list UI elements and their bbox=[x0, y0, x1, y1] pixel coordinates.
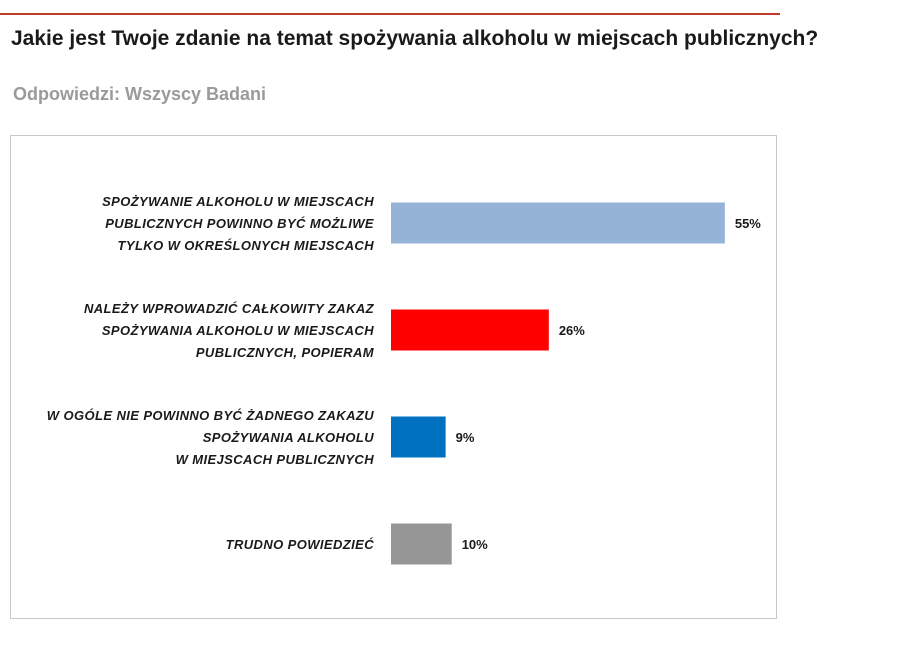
top-divider bbox=[0, 13, 780, 15]
bar-3 bbox=[391, 416, 446, 458]
category-label-3-line-2: SPOŻYWANIA ALKOHOLU bbox=[203, 430, 375, 445]
value-label-1: 55% bbox=[735, 216, 761, 231]
category-label-1-line-1: SPOŻYWANIE ALKOHOLU W MIEJSCACH bbox=[102, 194, 374, 209]
bar-1 bbox=[391, 202, 725, 244]
category-label-4-line-1: TRUDNO POWIEDZIEĆ bbox=[226, 537, 375, 552]
page-title: Jakie jest Twoje zdanie na temat spożywa… bbox=[11, 27, 819, 50]
category-label-3-line-1: W OGÓLE NIE POWINNO BYĆ ŻADNEGO ZAKAZU bbox=[47, 408, 374, 423]
value-label-2: 26% bbox=[559, 323, 585, 338]
category-label-2-line-1: NALEŻY WPROWADZIĆ CAŁKOWITY ZAKAZ bbox=[84, 301, 375, 316]
category-label-1-line-3: TYLKO W OKREŚLONYCH MIEJSCACH bbox=[118, 238, 375, 253]
value-label-4: 10% bbox=[462, 537, 488, 552]
value-label-3: 9% bbox=[456, 430, 475, 445]
category-label-2-line-3: PUBLICZNYCH, POPIERAM bbox=[196, 345, 375, 360]
page-subtitle: Odpowiedzi: Wszyscy Badani bbox=[13, 84, 267, 104]
category-label-2-line-2: SPOŻYWANIA ALKOHOLU W MIEJSCACH bbox=[102, 323, 374, 338]
bar-4 bbox=[391, 523, 452, 565]
bar-2 bbox=[391, 309, 549, 351]
category-label-3-line-3: W MIEJSCACH PUBLICZNYCH bbox=[176, 452, 375, 467]
category-label-1-line-2: PUBLICZNYCH POWINNO BYĆ MOŻLIWE bbox=[105, 216, 374, 231]
